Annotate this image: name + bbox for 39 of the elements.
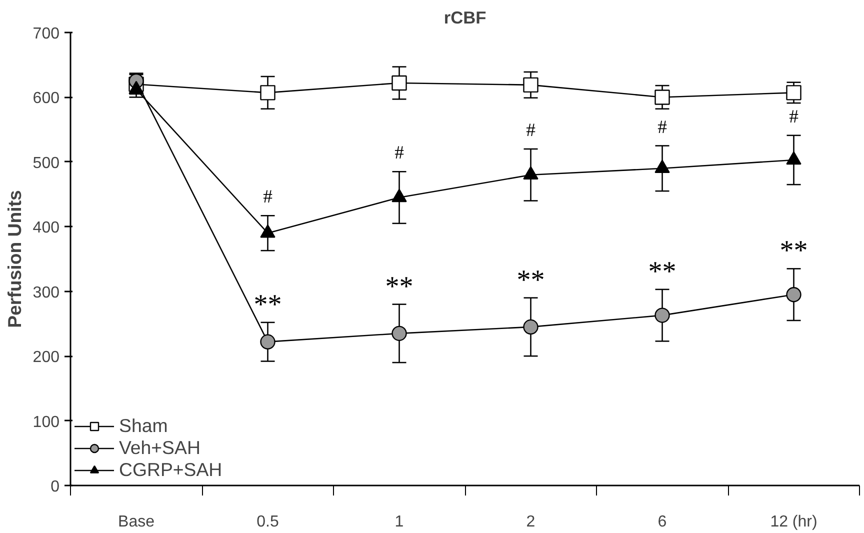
x-tick-label: 2 [526, 514, 536, 530]
point [654, 90, 670, 105]
y-tick-label: 0 [50, 478, 60, 496]
point [392, 326, 407, 342]
y-axis-title: Perfusion Units [4, 190, 25, 328]
x-tick-label: Base [118, 514, 155, 530]
point [260, 334, 276, 350]
y-tick-label: 200 [32, 349, 60, 366]
x-tick-label: 6 [658, 514, 667, 530]
legend-label: Sham [119, 415, 168, 437]
annotation: # [789, 106, 798, 128]
annotation: ** [254, 289, 282, 320]
annotation: ** [516, 264, 545, 296]
x-tick-label: 12 (hr) [770, 514, 818, 530]
y-tick-label: 100 [32, 414, 60, 431]
y-tick-label: 700 [32, 26, 60, 42]
point [786, 85, 802, 100]
annotation: # [658, 116, 667, 138]
point [260, 85, 276, 100]
point [523, 319, 538, 335]
y-tick-label: 300 [32, 284, 60, 302]
annotation: # [263, 186, 272, 208]
legend-label: Veh+SAH [119, 437, 200, 459]
annotation: # [526, 120, 536, 141]
chart-title: rCBF [444, 8, 486, 28]
point [786, 287, 802, 302]
annotation: ** [780, 236, 808, 267]
legend-label: CGRP+SAH [119, 459, 222, 481]
point [392, 75, 407, 91]
x-tick-label: 1 [394, 514, 404, 530]
annotation: ** [385, 271, 414, 302]
x-tick-label: 0.5 [256, 514, 279, 530]
point [523, 77, 538, 93]
y-tick-label: 400 [32, 220, 60, 237]
y-tick-label: 600 [32, 90, 60, 108]
y-tick-label: 500 [32, 154, 60, 172]
annotation: # [394, 142, 404, 164]
annotation: ** [648, 256, 676, 288]
point [654, 308, 670, 323]
